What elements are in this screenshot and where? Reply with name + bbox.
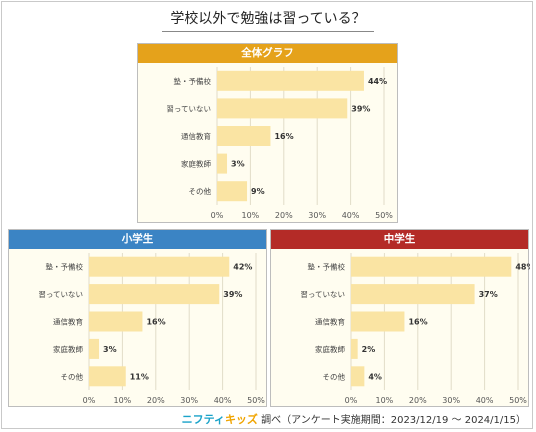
data-label: 4% <box>368 372 382 381</box>
category-label: 通信教育 <box>315 317 345 327</box>
category-label: 塾・予備校 <box>46 262 84 272</box>
category-label: その他 <box>189 186 212 196</box>
x-tick-label: 10% <box>376 396 394 405</box>
data-label: 3% <box>103 345 117 354</box>
x-tick-label: 10% <box>114 396 132 405</box>
data-label: 16% <box>408 318 427 327</box>
survey-period-text: 調べ（アンケート実施期間：2023/12/19 ～ 2024/1/15） <box>261 415 526 426</box>
bar <box>217 98 348 119</box>
source-footer: ニフティキッズ 調べ（アンケート実施期間：2023/12/19 ～ 2024/1… <box>182 411 526 427</box>
x-tick-label: 40% <box>214 396 232 405</box>
bar <box>217 181 248 202</box>
x-tick-label: 20% <box>147 396 165 405</box>
data-label: 3% <box>231 160 245 169</box>
data-label: 39% <box>223 290 242 299</box>
chart-panel-junior-high: 中学生 0% 10% 20% 30% 40% 50% 塾・予備校 48% 習っていない 37% 通信… <box>270 229 530 407</box>
x-tick-label: 20% <box>409 396 427 405</box>
category-label: 習っていない <box>300 290 345 299</box>
category-label: 塾・予備校 <box>174 76 212 86</box>
title-underline <box>162 31 374 32</box>
chart-title-overall: 全体グラフ <box>138 44 397 63</box>
category-label: 塾・予備校 <box>308 262 346 272</box>
bar <box>89 366 126 387</box>
chart-title-elementary: 小学生 <box>9 230 266 249</box>
x-tick-label: 40% <box>476 396 494 405</box>
bar-chart-overall: 0% 10% 20% 30% 40% 50% 塾・予備校 44% 習っていない 39% 通信教育 16… <box>166 67 393 220</box>
x-tick-label: 40% <box>342 211 360 220</box>
data-label: 44% <box>368 77 387 86</box>
brand-logo-part2: キッズ <box>224 413 258 426</box>
chart-panel-elementary: 小学生 0% 10% 20% 30% 40% 50% 塾・予備校 42% 習っていない 39% 通信… <box>8 229 267 407</box>
chart-title-junior-high: 中学生 <box>271 230 528 249</box>
bar <box>217 153 228 174</box>
x-tick-label: 30% <box>180 396 198 405</box>
bar <box>351 366 365 387</box>
category-label: 通信教育 <box>181 131 211 141</box>
bar <box>217 70 364 91</box>
category-label: 家庭教師 <box>315 344 345 354</box>
page-title: 学校以外で勉強は習っている？ <box>170 11 366 27</box>
x-tick-label: 0% <box>83 396 96 405</box>
x-tick-label: 20% <box>275 211 293 220</box>
x-tick-label: 30% <box>308 211 326 220</box>
data-label: 11% <box>130 372 149 381</box>
bar <box>351 338 358 359</box>
x-tick-label: 0% <box>211 211 224 220</box>
x-tick-label: 50% <box>375 211 393 220</box>
bar <box>217 126 271 146</box>
category-label: その他 <box>61 371 84 381</box>
category-label: 習っていない <box>38 290 83 299</box>
bar <box>89 256 230 277</box>
x-tick-label: 50% <box>509 396 527 405</box>
brand-logo-part1: ニフティ <box>181 413 225 426</box>
data-label: 42% <box>233 263 252 272</box>
x-tick-label: 10% <box>242 211 260 220</box>
x-tick-label: 50% <box>247 396 265 405</box>
chart-panel-overall: 全体グラフ 0% 10% 20% 30% 40% 50% 塾・予備校 44% 習っていない 39%… <box>137 43 398 223</box>
data-label: 16% <box>146 318 165 327</box>
bar-chart-junior-high: 0% 10% 20% 30% 40% 50% 塾・予備校 48% 習っていない 37% 通信教育 16… <box>300 253 530 405</box>
x-tick-label: 0% <box>345 396 358 405</box>
category-label: 家庭教師 <box>53 344 83 354</box>
data-label: 16% <box>274 132 293 141</box>
data-label: 39% <box>351 104 370 113</box>
data-label: 48% <box>515 263 530 272</box>
bar <box>351 284 475 305</box>
bar <box>89 311 143 332</box>
category-label: 家庭教師 <box>181 159 211 169</box>
bar <box>351 311 405 332</box>
category-label: 通信教育 <box>53 317 83 327</box>
bar <box>351 256 512 277</box>
data-label: 37% <box>479 290 498 299</box>
bar-chart-elementary: 0% 10% 20% 30% 40% 50% 塾・予備校 42% 習っていない 39% 通信教育 16… <box>38 253 265 405</box>
brand-logo: ニフティキッズ <box>182 413 258 426</box>
data-label: 2% <box>362 345 376 354</box>
category-label: その他 <box>323 371 346 381</box>
category-label: 習っていない <box>166 104 211 113</box>
x-tick-label: 30% <box>442 396 460 405</box>
bar <box>89 338 100 359</box>
bar <box>89 284 220 305</box>
data-label: 9% <box>251 187 265 196</box>
